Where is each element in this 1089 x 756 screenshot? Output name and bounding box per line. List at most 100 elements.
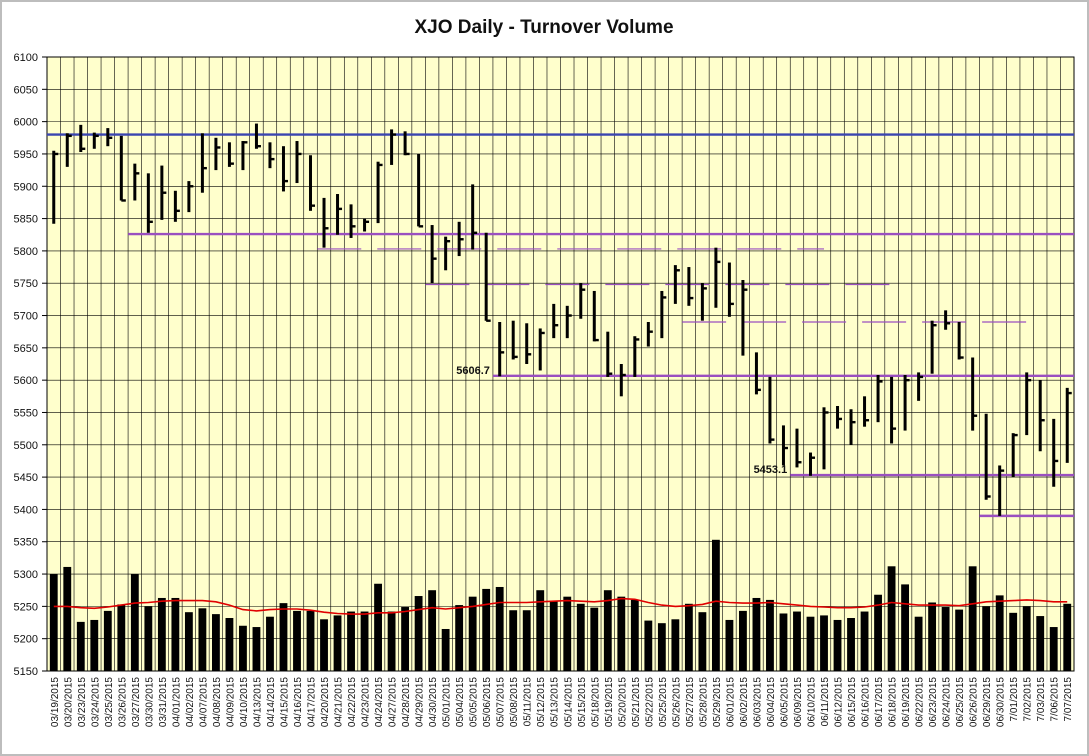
price-bar: [714, 247, 721, 308]
price-bar: [1065, 387, 1072, 463]
price-bar: [417, 153, 424, 228]
volume-bar: [793, 611, 801, 671]
y-tick-label: 5950: [14, 149, 38, 161]
x-tick-label: 06/16/2015: [861, 677, 872, 727]
x-tick-label: 05/11/2015: [523, 677, 534, 727]
x-tick-label: 04/27/2015: [388, 677, 399, 727]
volume-bar: [509, 610, 518, 671]
y-tick-label: 5400: [14, 504, 38, 516]
volume-bar: [725, 619, 734, 671]
volume-bar: [995, 595, 1004, 671]
x-tick-label: 04/15/2015: [279, 677, 290, 727]
volume-bar: [576, 603, 585, 671]
x-tick-label: 04/29/2015: [415, 677, 426, 727]
volume-bar: [847, 618, 855, 671]
price-bar: [430, 225, 437, 284]
x-tick-label: 03/30/2015: [144, 677, 155, 727]
x-tick-label: 03/20/2015: [63, 677, 74, 727]
volume-bar: [766, 599, 774, 671]
x-tick-label: 04/22/2015: [347, 677, 358, 727]
x-tick-label: 06/01/2015: [725, 677, 736, 727]
price-bar: [917, 372, 924, 401]
x-tick-label: 03/19/2015: [50, 677, 61, 727]
volume-bar: [549, 601, 558, 671]
x-tick-label: 06/17/2015: [874, 677, 885, 727]
volume-bar: [239, 625, 247, 671]
x-axis: 03/19/2015 03/20/2015 03/23/2015 03/24/2015…: [50, 677, 1074, 727]
x-tick-label: 05/21/2015: [631, 677, 642, 727]
y-tick-label: 6050: [14, 84, 38, 96]
price-bar: [1038, 380, 1045, 452]
price-bar: [133, 163, 140, 201]
volume-bar: [495, 586, 504, 671]
volume-bar: [360, 611, 369, 671]
volume-bar: [887, 566, 896, 671]
price-bar: [633, 336, 640, 377]
x-tick-label: 05/04/2015: [455, 677, 466, 727]
x-tick-label: 06/12/2015: [834, 677, 845, 727]
price-annotations: 5606.7 5453.1: [456, 365, 787, 476]
x-tick-label: 04/23/2015: [361, 677, 372, 727]
volume-bar: [941, 607, 950, 671]
price-bar: [673, 265, 680, 304]
volume-bar: [374, 583, 382, 671]
x-tick-label: 04/20/2015: [320, 677, 331, 727]
x-tick-label: 06/23/2015: [928, 677, 939, 727]
volume-bar: [211, 614, 220, 671]
price-bar: [700, 283, 707, 321]
price-bar: [173, 190, 180, 222]
x-tick-label: 06/09/2015: [793, 677, 804, 727]
price-annotation: 5453.1: [754, 464, 788, 476]
volume-bar: [874, 594, 882, 671]
x-tick-label: 06/03/2015: [752, 677, 763, 727]
volume-bar: [1063, 603, 1072, 671]
volume-bar: [225, 618, 234, 671]
x-tick-label: 05/06/2015: [482, 677, 493, 727]
price-bar: [336, 194, 343, 235]
x-tick-label: 03/24/2015: [90, 677, 101, 727]
y-tick-label: 5750: [14, 278, 38, 290]
x-tick-label: 04/28/2015: [401, 677, 412, 727]
y-axis: 5150 5200 5250 5300 5350 5400 5450 5500 5550 5600…: [14, 52, 47, 678]
volume-bar: [76, 621, 85, 671]
price-bar: [619, 364, 626, 397]
x-tick-label: 06/22/2015: [915, 677, 926, 727]
x-tick-label: 04/02/2015: [185, 677, 196, 727]
volume-bar: [266, 616, 274, 671]
volume-bar: [117, 604, 126, 671]
price-bar: [65, 133, 72, 167]
volume-bar: [1049, 627, 1058, 671]
x-tick-label: 05/13/2015: [550, 677, 561, 727]
price-bar: [836, 406, 843, 429]
price-bar: [552, 303, 559, 339]
price-bar: [160, 165, 167, 220]
chart-title: XJO Daily - Turnover Volume: [414, 17, 673, 38]
price-bar: [390, 129, 397, 165]
price-bar: [741, 279, 748, 356]
price-bar: [795, 428, 802, 468]
price-bar: [727, 262, 734, 317]
volume-bar: [860, 611, 869, 671]
volume-bar: [522, 610, 531, 671]
x-tick-label: 03/27/2015: [131, 677, 142, 727]
volume-bar: [563, 596, 572, 671]
volume-bar: [603, 590, 612, 671]
y-tick-label: 5600: [14, 375, 38, 387]
x-tick-label: 05/14/2015: [563, 677, 574, 727]
price-bar: [106, 128, 113, 147]
price-bar: [281, 146, 288, 192]
price-bar: [971, 357, 978, 431]
volume-bar: [833, 619, 842, 671]
price-bar: [646, 321, 653, 347]
grid-lines: [46, 56, 1075, 672]
x-tick-label: 03/31/2015: [158, 677, 169, 727]
x-tick-label: 06/02/2015: [739, 677, 750, 727]
volume-bar: [630, 599, 639, 671]
x-tick-label: 05/20/2015: [617, 677, 628, 727]
price-bar: [890, 376, 897, 444]
x-tick-label: 06/04/2015: [766, 677, 777, 727]
volume-bar: [1022, 606, 1031, 671]
volume-bar: [171, 597, 180, 671]
volume-bar: [644, 620, 653, 671]
